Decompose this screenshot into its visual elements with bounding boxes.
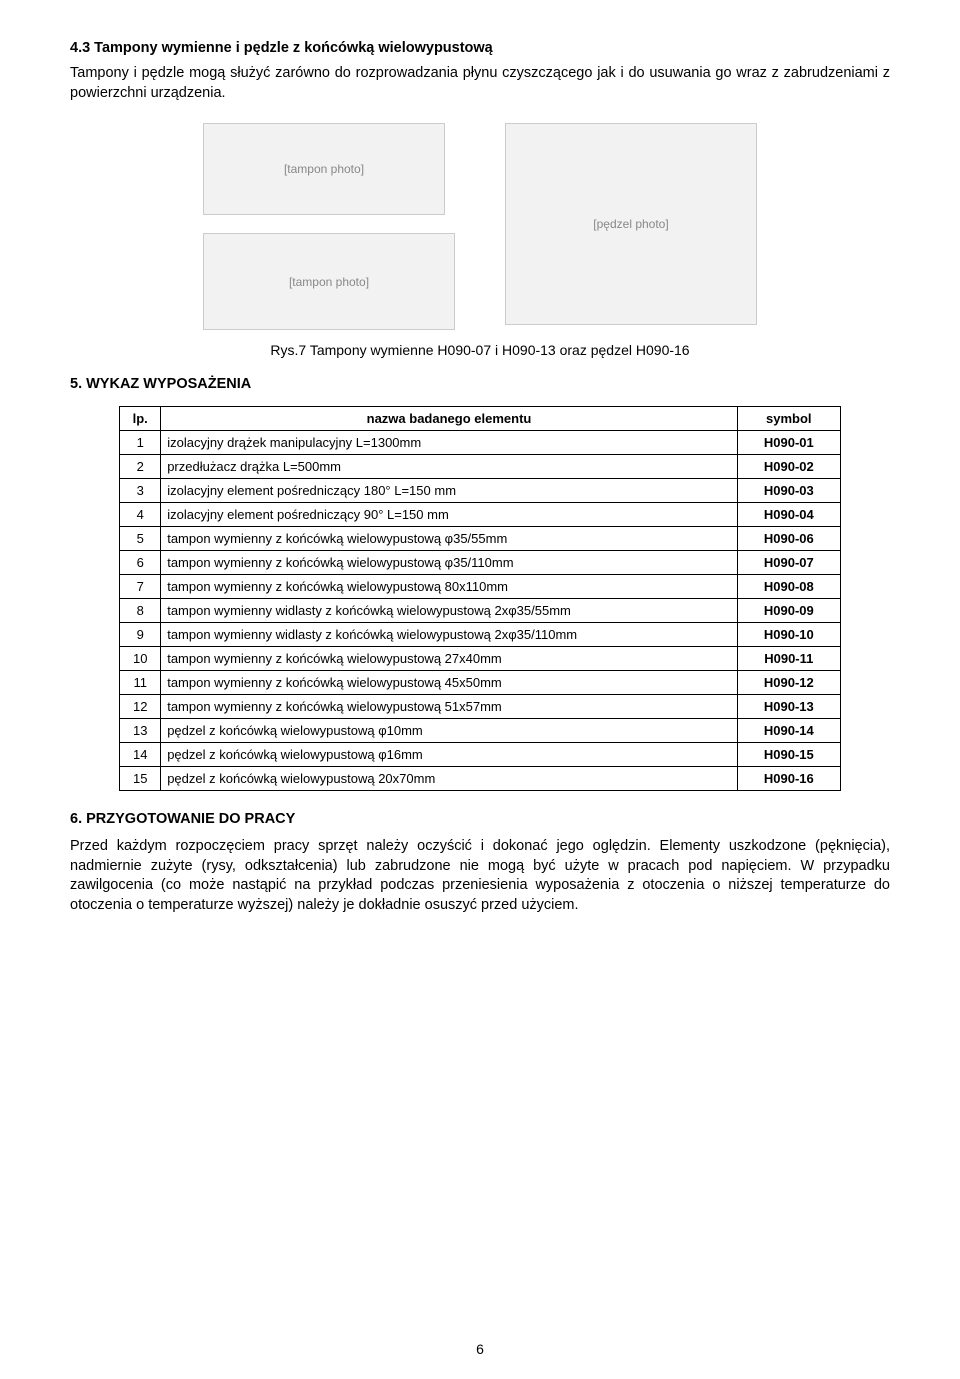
table-cell-name: izolacyjny element pośredniczący 90° L=1…	[161, 503, 738, 527]
table-cell-lp: 9	[120, 623, 161, 647]
table-row: 8tampon wymienny widlasty z końcówką wie…	[120, 599, 841, 623]
figure-image-1: [tampon photo]	[203, 123, 445, 215]
table-row: 13pędzel z końcówką wielowypustową φ10mm…	[120, 719, 841, 743]
table-cell-name: tampon wymienny z końcówką wielowypustow…	[161, 575, 738, 599]
table-cell-lp: 4	[120, 503, 161, 527]
figure-images-row: [tampon photo] [tampon photo] [pędzel ph…	[70, 123, 890, 330]
section-4-3-title: 4.3 Tampony wymienne i pędzle z końcówką…	[70, 40, 890, 56]
table-cell-symbol: H090-14	[737, 719, 840, 743]
page-number: 6	[0, 1341, 960, 1357]
table-cell-symbol: H090-09	[737, 599, 840, 623]
section-5-title: 5. WYKAZ WYPOSAŻENIA	[70, 376, 890, 392]
table-cell-lp: 7	[120, 575, 161, 599]
table-row: 6tampon wymienny z końcówką wielowypusto…	[120, 551, 841, 575]
table-cell-lp: 14	[120, 743, 161, 767]
table-cell-name: przedłużacz drążka L=500mm	[161, 455, 738, 479]
section-6-paragraph: Przed każdym rozpoczęciem pracy sprzęt n…	[70, 837, 890, 915]
table-row: 4izolacyjny element pośredniczący 90° L=…	[120, 503, 841, 527]
table-cell-symbol: H090-11	[737, 647, 840, 671]
figure-image-2: [tampon photo]	[203, 233, 455, 330]
table-cell-symbol: H090-06	[737, 527, 840, 551]
table-row: 2przedłużacz drążka L=500mmH090-02	[120, 455, 841, 479]
section-6-title: 6. PRZYGOTOWANIE DO PRACY	[70, 811, 890, 827]
table-cell-lp: 8	[120, 599, 161, 623]
table-row: 10tampon wymienny z końcówką wielowypust…	[120, 647, 841, 671]
table-cell-symbol: H090-08	[737, 575, 840, 599]
table-row: 1izolacyjny drążek manipulacyjny L=1300m…	[120, 431, 841, 455]
section-4-3-paragraph: Tampony i pędzle mogą służyć zarówno do …	[70, 64, 890, 103]
table-header-lp: lp.	[120, 407, 161, 431]
table-cell-symbol: H090-10	[737, 623, 840, 647]
table-row: 5tampon wymienny z końcówką wielowypusto…	[120, 527, 841, 551]
table-cell-name: tampon wymienny z końcówką wielowypustow…	[161, 671, 738, 695]
equipment-table: lp. nazwa badanego elementu symbol 1izol…	[119, 406, 841, 791]
table-cell-lp: 3	[120, 479, 161, 503]
table-cell-symbol: H090-03	[737, 479, 840, 503]
table-row: 12tampon wymienny z końcówką wielowypust…	[120, 695, 841, 719]
table-cell-name: tampon wymienny z końcówką wielowypustow…	[161, 527, 738, 551]
table-cell-lp: 11	[120, 671, 161, 695]
table-cell-symbol: H090-04	[737, 503, 840, 527]
figure-caption: Rys.7 Tampony wymienne H090-07 i H090-13…	[70, 342, 890, 358]
table-cell-lp: 10	[120, 647, 161, 671]
table-cell-lp: 6	[120, 551, 161, 575]
table-cell-symbol: H090-01	[737, 431, 840, 455]
table-header-name: nazwa badanego elementu	[161, 407, 738, 431]
table-row: 9tampon wymienny widlasty z końcówką wie…	[120, 623, 841, 647]
table-cell-name: pędzel z końcówką wielowypustową φ10mm	[161, 719, 738, 743]
table-row: 7tampon wymienny z końcówką wielowypusto…	[120, 575, 841, 599]
table-cell-symbol: H090-15	[737, 743, 840, 767]
table-cell-name: izolacyjny drążek manipulacyjny L=1300mm	[161, 431, 738, 455]
table-cell-name: tampon wymienny z końcówką wielowypustow…	[161, 647, 738, 671]
table-row: 3izolacyjny element pośredniczący 180° L…	[120, 479, 841, 503]
table-cell-lp: 5	[120, 527, 161, 551]
table-cell-symbol: H090-13	[737, 695, 840, 719]
table-cell-lp: 2	[120, 455, 161, 479]
table-cell-name: tampon wymienny widlasty z końcówką wiel…	[161, 599, 738, 623]
table-row: 11tampon wymienny z końcówką wielowypust…	[120, 671, 841, 695]
table-cell-symbol: H090-07	[737, 551, 840, 575]
table-cell-name: izolacyjny element pośredniczący 180° L=…	[161, 479, 738, 503]
table-cell-symbol: H090-02	[737, 455, 840, 479]
table-cell-symbol: H090-16	[737, 767, 840, 791]
table-cell-name: pędzel z końcówką wielowypustową φ16mm	[161, 743, 738, 767]
table-cell-lp: 15	[120, 767, 161, 791]
table-cell-symbol: H090-12	[737, 671, 840, 695]
table-cell-name: tampon wymienny widlasty z końcówką wiel…	[161, 623, 738, 647]
table-header-row: lp. nazwa badanego elementu symbol	[120, 407, 841, 431]
figure-image-3: [pędzel photo]	[505, 123, 757, 325]
table-row: 15pędzel z końcówką wielowypustową 20x70…	[120, 767, 841, 791]
table-row: 14pędzel z końcówką wielowypustową φ16mm…	[120, 743, 841, 767]
table-cell-name: pędzel z końcówką wielowypustową 20x70mm	[161, 767, 738, 791]
table-header-symbol: symbol	[737, 407, 840, 431]
document-page: 4.3 Tampony wymienne i pędzle z końcówką…	[0, 0, 960, 1379]
table-cell-name: tampon wymienny z końcówką wielowypustow…	[161, 551, 738, 575]
table-cell-name: tampon wymienny z końcówką wielowypustow…	[161, 695, 738, 719]
table-cell-lp: 13	[120, 719, 161, 743]
table-cell-lp: 12	[120, 695, 161, 719]
table-cell-lp: 1	[120, 431, 161, 455]
